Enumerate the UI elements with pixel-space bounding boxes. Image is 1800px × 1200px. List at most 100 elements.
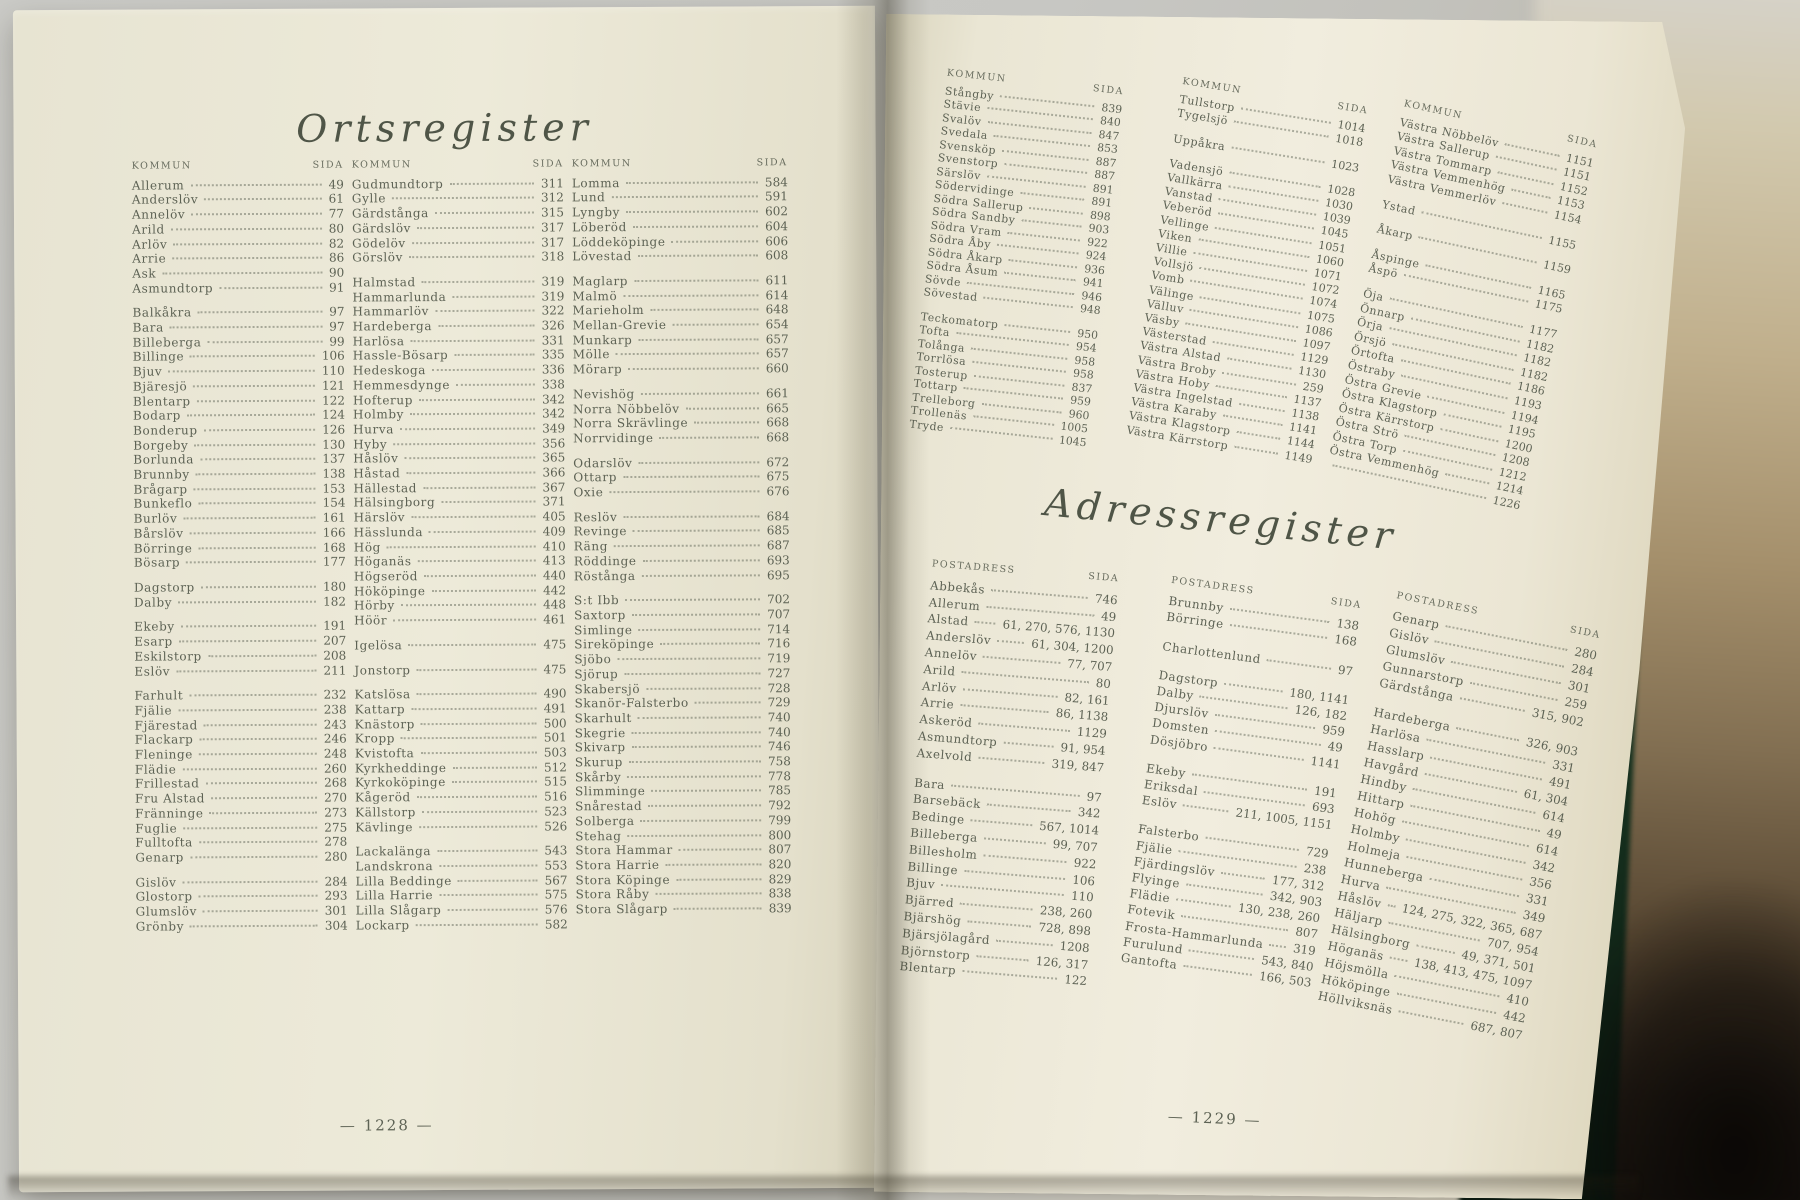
entry-group: Ekeby 191 Esarp 207 Eskilstorp 208 Eslöv (134, 619, 346, 679)
register-entry: Hassle-Bösarp 335 (353, 348, 565, 364)
dotted-leader (627, 833, 762, 837)
entry-name: Stora Hammar (575, 843, 673, 858)
entry-name: Håstad (353, 466, 401, 481)
register-entry: Esarp 207 (134, 634, 346, 650)
kommun-header-label: KOMMUN (946, 67, 1008, 85)
register-entry: Hässlunda 409 (354, 524, 566, 540)
register-entry: Lilla Harrie 575 (356, 888, 568, 904)
entry-name: Hedeskoga (352, 363, 427, 378)
entry-name: Axelvold (916, 745, 973, 764)
dotted-leader (631, 613, 761, 617)
entry-name: Hököpinge (353, 583, 426, 599)
register-entry: Billinge 106 (133, 349, 345, 365)
entry-group: Jonstorp 475 (354, 662, 566, 678)
dotted-leader (420, 751, 537, 755)
entry-name: Skegrie (574, 725, 626, 740)
register-entry: Igelösa 475 (354, 637, 566, 653)
entry-page-ref: 91 (329, 280, 345, 295)
entry-name: Snårestad (575, 799, 643, 814)
entry-page-ref: 97 (1337, 662, 1354, 679)
register-entry: Hörby 448 (354, 598, 566, 614)
dotted-leader (419, 825, 538, 828)
register-entry: Oxie 676 (573, 484, 789, 500)
dotted-leader (631, 745, 761, 749)
entry-page-ref: 959 (1321, 722, 1346, 740)
dotted-leader (640, 819, 762, 822)
register-entry: S:t Ibb 702 (574, 592, 790, 608)
entry-page-ref: 405 (542, 509, 566, 524)
dotted-leader (401, 736, 537, 740)
entry-page-ref: 838 (768, 886, 792, 901)
entry-group: Bara 97 Barsebäck 342 Bedinge 567, 1014 … (899, 774, 1103, 990)
register-entry: Gödelöv 317 (352, 235, 564, 251)
entry-name: Dagstorp (133, 580, 195, 595)
register-entry: Bårslöv 166 (134, 525, 346, 541)
entry-group: Balkåkra 97 Bara 97 Billeberga 99 Billin… (132, 305, 345, 571)
register-entry: Anderslöv 61 (132, 192, 344, 208)
entry-name: Röddinge (573, 553, 637, 569)
entry-page-ref: 668 (766, 415, 790, 430)
dotted-leader (417, 226, 535, 229)
register-entry: Saxtorp 707 (574, 607, 790, 623)
entry-page-ref: 154 (322, 495, 346, 511)
entry-page-ref: 729 (767, 695, 791, 710)
entry-page-ref: 80 (328, 221, 345, 236)
register-entry: Gylle 312 (352, 191, 564, 207)
entry-name: Mellan-Grevie (572, 317, 667, 333)
entry-page-ref: 317 (541, 220, 565, 235)
register-entry: Katslösa 490 (354, 687, 566, 703)
dotted-leader (423, 486, 536, 489)
entry-name: Kattarp (354, 702, 406, 717)
register-entry: Skivarp 746 (575, 740, 791, 756)
entry-page-ref: 246 (323, 731, 347, 746)
dotted-leader (1004, 272, 1076, 282)
entry-name: Ystad (1381, 197, 1418, 218)
dotted-leader (198, 502, 316, 505)
dotted-leader (219, 286, 323, 289)
dotted-leader (978, 723, 1070, 732)
register-entry: Mölle 657 (573, 347, 789, 363)
dotted-leader (986, 605, 1094, 616)
register-entry: Genarp 280 (135, 849, 347, 865)
register-entry: Härslöv 405 (354, 510, 566, 526)
register-entry: Sjöbo 719 (574, 651, 790, 667)
entry-group: Nevishög 661 Norra Nöbbelöv 665 Norra Sk… (573, 386, 789, 446)
register-entry: Röddinge 693 (574, 553, 790, 569)
entry-page-ref: 526 (544, 818, 568, 834)
register-entry: Blentarp 122 (133, 393, 345, 409)
register-entry: Flackarp 246 (135, 732, 347, 748)
entry-name: Löberöd (572, 219, 627, 235)
entry-page-ref: 342 (542, 391, 565, 407)
entry-name: Ask (132, 266, 157, 281)
ortsregister-column-4: KOMMUN SIDA Stångby 839 Stävie 840 Svalö… (909, 66, 1125, 449)
entry-name: Gärdstånga (351, 206, 429, 221)
sida-header-label: SIDA (1087, 570, 1120, 585)
entry-group: Odarslöv 672 Ottarp 675 Oxie 676 (573, 455, 789, 500)
entry-page-ref: 922 (1073, 855, 1097, 872)
entry-name: Billeberga (132, 335, 202, 350)
entry-name: Grönby (135, 919, 185, 934)
register-entry: Mellan-Grevie 654 (573, 317, 789, 333)
dotted-leader (435, 309, 535, 313)
entry-page-ref: 304 (324, 918, 348, 933)
entry-page-ref: 122 (322, 393, 345, 408)
entry-page-ref: 792 (768, 798, 792, 813)
register-entry: Annelöv 77 (132, 207, 344, 223)
entry-name: Arild (132, 222, 165, 237)
dotted-leader (180, 625, 317, 628)
dotted-leader (983, 854, 1067, 863)
entry-page-ref: 512 (543, 760, 567, 775)
entry-page-ref: 191 (323, 618, 347, 634)
entry-name: Frillestad (134, 776, 200, 792)
entry-page-ref: 99, 707 (1052, 836, 1099, 855)
entry-list: Allerum 49 Anderslöv 61 Annelöv 77 Arild (132, 177, 348, 934)
sida-header-label: SIDA (1092, 83, 1125, 98)
entry-page-ref: 602 (765, 204, 789, 219)
entry-name: Hassle-Bösarp (352, 348, 449, 363)
dotted-leader (186, 560, 316, 564)
register-entry: Bjuv 110 (133, 364, 345, 380)
dotted-leader (1009, 259, 1078, 268)
entry-page-ref: 335 (541, 347, 565, 362)
entry-page-ref: 97 (1086, 789, 1103, 805)
dotted-leader (625, 181, 758, 184)
